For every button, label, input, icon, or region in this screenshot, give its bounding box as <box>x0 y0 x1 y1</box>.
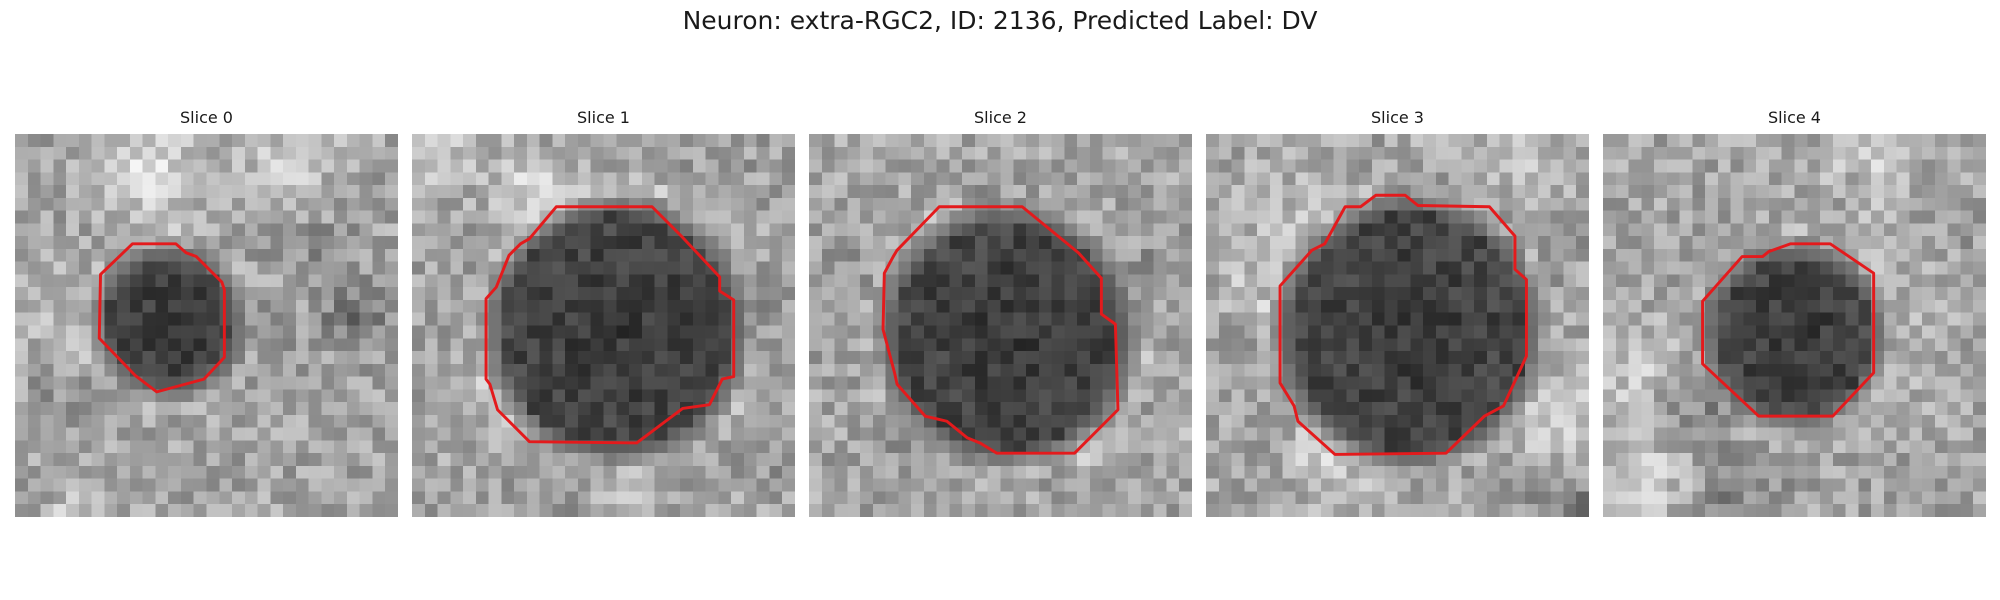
cell-outline <box>881 205 1120 455</box>
cell-outline <box>97 242 226 394</box>
figure-title: Neuron: extra-RGC2, ID: 2136, Predicted … <box>682 6 1318 35</box>
slice-title: Slice 2 <box>974 108 1027 127</box>
slice-image <box>412 134 795 517</box>
slice-title: Slice 3 <box>1371 108 1424 127</box>
slice-title: Slice 1 <box>577 108 630 127</box>
slice-title: Slice 4 <box>1768 108 1821 127</box>
cell-outline <box>484 205 736 445</box>
slice-image <box>1603 134 1986 517</box>
slice-panel-0: Slice 0 <box>15 107 398 517</box>
cell-outline <box>1701 242 1876 418</box>
cell-outline <box>1278 193 1528 456</box>
slice-panel-3: Slice 3 <box>1206 107 1589 517</box>
slice-panel-4: Slice 4 <box>1603 107 1986 517</box>
slice-image <box>15 134 398 517</box>
slice-panel-1: Slice 1 <box>412 107 795 517</box>
slice-title: Slice 0 <box>180 108 233 127</box>
slice-panel-2: Slice 2 <box>809 107 1192 517</box>
